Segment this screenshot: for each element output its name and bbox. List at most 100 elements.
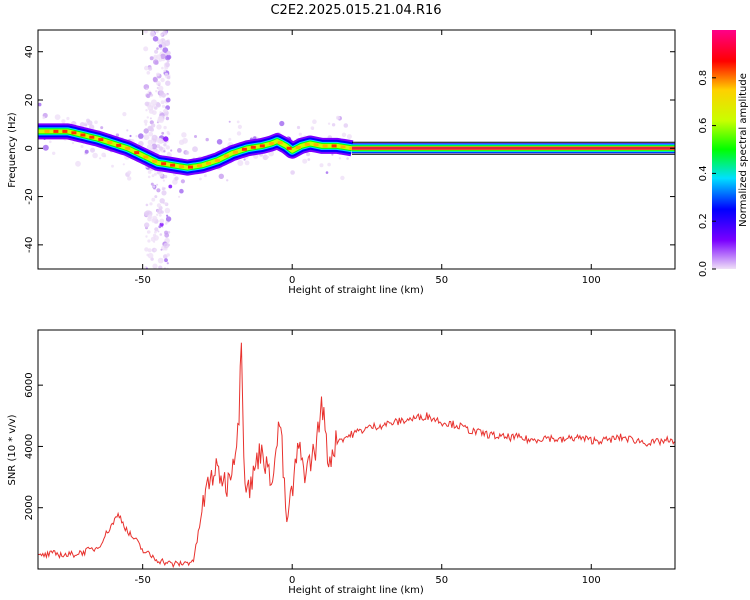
spectrogram-noise-blob [237,124,242,129]
spectrogram-noise-blob [166,131,170,134]
snr-x-tick-label: 50 [435,575,448,586]
spectrogram-noise-blob [147,239,151,243]
spectrogram-noise-blob [153,149,157,152]
spectrogram-noise-blob [150,236,156,242]
spectrogram-noise-blob [147,126,153,132]
spectrogram-noise-blob [162,104,166,108]
spectrogram-noise-blob [205,137,209,142]
spectrogram-noise-blob [147,252,154,259]
spectrogram-noise-blob [319,163,324,168]
spectrogram-noise-blob [151,106,154,109]
spectrogram-noise-blob [165,97,171,103]
spectrogram-noise-blob [346,157,349,160]
spectrogram-noise-blob [145,87,149,91]
spectrogram-noise-blob [218,173,224,179]
spectrogram-noise-blob [147,175,151,179]
colorbar-gradient [712,30,736,269]
spectrogram-ridge-peak [214,158,220,162]
spectrogram-noise-blob [162,30,168,36]
spectrogram-noise-blob [163,125,167,130]
spectrogram-y-ticks: -40 -20 0 20 40 [24,45,675,253]
spectrogram-noise-blob [167,231,171,234]
spectrogram-noise-blob [145,235,148,238]
spectrogram-noise-blob [49,140,52,144]
spectrogram-noise-blob [336,115,340,120]
colorbar: 0.0 0.2 0.4 0.6 0.8 Normalized spectral ampl… [698,30,749,277]
spectrogram-noise-blob [152,263,158,269]
spectrogram-frame [37,29,676,270]
spectrogram-noise-blob [151,197,156,202]
spectrogram-noise-blob [143,134,150,141]
spectrogram-noise-blob [54,114,61,120]
spectrogram-noise-blob [331,153,334,156]
spectrogram-noise-blob [135,135,138,138]
spectrogram-noise-blob [151,134,158,141]
spectrogram-noise-blob [122,112,127,117]
spectrogram-noise-blob [163,136,169,142]
spectrogram-ridge-peak [80,133,86,137]
spectrogram-noise-blob [163,174,168,179]
spectrogram-noise-blob [338,157,342,160]
spectrogram-noise-blob [149,31,156,37]
spectrogram-x-ticks: -50 0 50 100 [134,30,601,286]
spectrogram-ridge-peak [313,143,319,147]
spectrogram-ridge-peak [259,144,265,148]
spectrogram-noise-blob [148,66,153,71]
spectrogram-noise-blob [327,162,331,167]
spectrogram-noise-blob [161,66,164,70]
colorbar-ticks: 0.0 0.2 0.4 0.6 0.8 [698,70,716,277]
spectrogram-noise-blob [154,227,159,232]
spectrogram-noise-blob [150,182,154,186]
spectrogram-noise-blob [144,247,149,252]
spectrogram-noise-blob [156,208,163,214]
spectrogram-ridge-peak [232,150,238,154]
spectrogram-noise-blob [159,218,165,224]
snr-x-ticks: -50 0 50 100 [134,330,601,586]
spectrogram-noise-blob [143,211,150,217]
spectrogram-noise-blob [158,225,162,229]
spectrogram-noise-blob [147,214,153,220]
spectrogram-noise-blob [163,143,167,147]
spectrogram-noise-blob [80,145,84,148]
spectrogram-noise-blob [311,127,315,130]
spectrogram-noise-blob [179,188,184,194]
spectrogram-noise-blob [145,203,149,207]
spectrogram-ridge-peak [179,165,184,169]
spectrogram-noise-blob [158,213,162,217]
spectrogram-noise-blob [154,195,158,199]
spectrogram-ridge-peak [223,154,229,158]
spectrogram-noise-blob [144,222,150,228]
spectrogram-noise-blob [151,174,155,178]
spectrogram-noise-blob [165,93,168,96]
spectrogram-noise-blob [147,170,152,174]
spectrogram-noise-blob [152,215,158,221]
snr-x-tick-label: 0 [289,575,295,586]
spectrogram-noise-blob [163,150,166,153]
spectrogram-noise-blob [192,146,198,153]
spectrogram-noise-blob [244,160,250,166]
spectrogram-ridge-peak [71,131,77,135]
spectrogram-noise-blob [158,146,164,151]
spectrogram-noise-blob [178,139,185,145]
spectrogram-noise-blob [302,158,308,164]
spectrogram-y-tick-label: -20 [24,188,35,204]
spectrogram-noise-blob [166,50,171,56]
spectrogram-noise-blob [228,120,231,123]
spectrogram-noise-blob [147,248,152,253]
spectrogram-ridge-peak [250,145,256,149]
spectrogram-noise-blob [157,39,163,45]
spectrogram-noise-blob [181,132,187,138]
spectrogram-ridge-peak [188,165,193,169]
spectrogram-ridge-peak [143,155,149,159]
spectrogram-noise-blob [166,214,169,217]
spectrogram-ridge-peak [304,142,310,146]
spectrogram-noise-blob [138,133,144,139]
spectrogram-noise-blob [158,44,163,48]
spectrogram-noise-blob [92,152,98,159]
snr-series-line [38,342,675,569]
spectrogram-noise-blob [157,85,164,92]
spectrogram-noise-blob [216,139,223,145]
spectrogram-noise-blob [156,144,161,149]
spectrogram-noise-blob [52,151,56,155]
